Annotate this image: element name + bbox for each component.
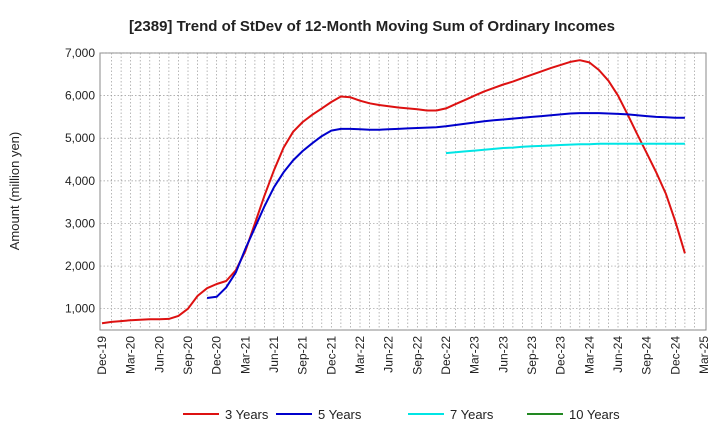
x-tick-label: Jun-21 <box>267 336 281 373</box>
x-tick-label: Jun-22 <box>382 336 396 373</box>
y-tick-label: 7,000 <box>65 46 95 60</box>
y-tick-label: 5,000 <box>65 131 95 145</box>
x-tick-label: Sep-21 <box>296 336 310 375</box>
x-tick-label: Dec-24 <box>668 336 682 375</box>
x-tick-label: Mar-22 <box>353 336 367 374</box>
x-tick-label: Mar-21 <box>238 336 252 374</box>
x-axis-ticks: Dec-19 Mar-20 Jun-20 Sep-20 Dec-20 Mar-21 Jun-… <box>95 336 711 375</box>
y-axis-label: Amount (million yen) <box>7 132 22 251</box>
y-tick-label: 6,000 <box>65 89 95 103</box>
legend-label: 3 Years <box>225 407 269 422</box>
x-tick-label: Mar-25 <box>697 336 711 374</box>
y-axis-ticks: 1,000 2,000 3,000 4,000 5,000 6,000 7,000 <box>65 46 95 316</box>
legend-label: 10 Years <box>569 407 620 422</box>
x-tick-label: Dec-20 <box>210 336 224 375</box>
y-tick-label: 3,000 <box>65 216 95 230</box>
y-tick-label: 1,000 <box>65 302 95 316</box>
series-line-3-years <box>101 59 686 325</box>
series-lines <box>101 59 686 325</box>
chart-title: [2389] Trend of StDev of 12-Month Moving… <box>129 18 615 35</box>
x-tick-label: Sep-23 <box>525 336 539 375</box>
y-tick-label: 2,000 <box>65 259 95 273</box>
series-line-7-years <box>445 142 685 155</box>
x-tick-label: Mar-23 <box>468 336 482 374</box>
x-tick-label: Dec-23 <box>554 336 568 375</box>
x-tick-label: Dec-22 <box>439 336 453 375</box>
y-tick-label: 4,000 <box>65 174 95 188</box>
x-tick-label: Jun-20 <box>152 336 166 373</box>
x-tick-label: Jun-24 <box>611 336 625 373</box>
plot-area <box>99 52 707 331</box>
x-tick-label: Dec-19 <box>95 336 109 375</box>
legend: 3 Years 5 Years 7 Years 10 Years <box>183 407 620 422</box>
legend-label: 7 Years <box>450 407 494 422</box>
x-tick-label: Sep-22 <box>410 336 424 375</box>
x-tick-label: Jun-23 <box>496 336 510 373</box>
legend-label: 5 Years <box>318 407 362 422</box>
series-line-5-years <box>206 112 685 299</box>
x-tick-label: Dec-21 <box>324 336 338 375</box>
x-tick-label: Mar-24 <box>582 336 596 374</box>
x-tick-label: Mar-20 <box>124 336 138 374</box>
x-tick-label: Sep-24 <box>640 336 654 375</box>
x-tick-label: Sep-20 <box>181 336 195 375</box>
